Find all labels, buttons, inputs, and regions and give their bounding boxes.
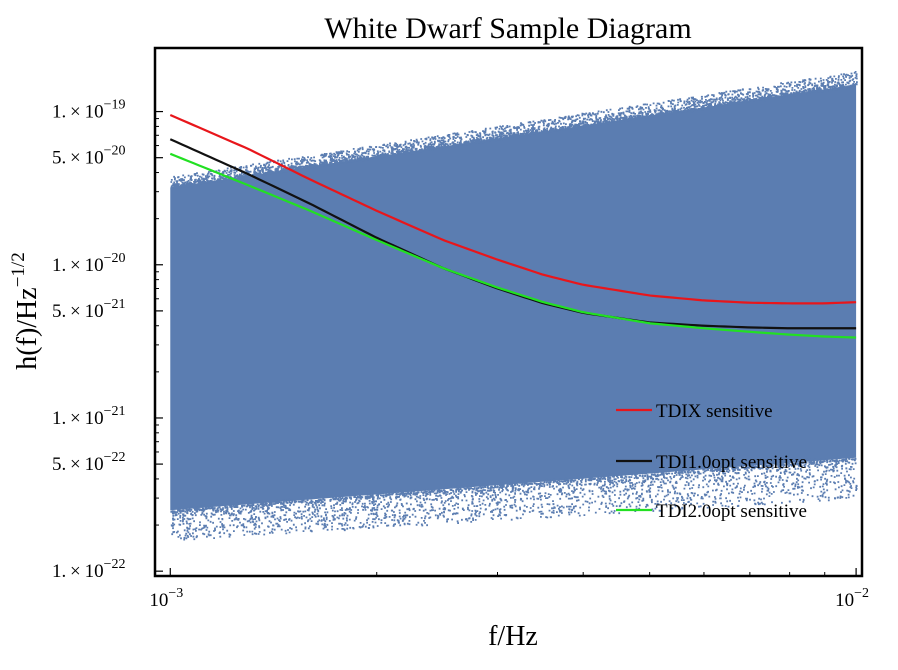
- y-tick-label: 5. × 10−22: [52, 450, 125, 475]
- y-tick-label: 1. × 10−21: [52, 404, 125, 429]
- x-axis-label: f/Hz: [488, 621, 538, 652]
- legend-label-0: TDIX sensitive: [656, 401, 773, 422]
- y-tick-label: 5. × 10−20: [52, 144, 125, 169]
- legend-label-1: TDI1.0opt sensitive: [656, 452, 807, 473]
- plot-frame: [153, 46, 864, 578]
- y-tick-label: 5. × 10−21: [52, 297, 125, 322]
- legend: TDIX sensitive TDI1.0opt sensitive TDI2.0o…: [616, 401, 807, 522]
- x-axis: 10−3 10−2: [149, 568, 869, 611]
- y-axis-label-base: h(f)/Hz: [12, 287, 43, 369]
- y-axis-label-exponent: −1/2: [8, 252, 29, 287]
- y-tick-label: 1. × 10−19: [52, 98, 125, 123]
- y-tick-label: 1. × 10−22: [52, 557, 125, 582]
- y-axis-label: h(f)/Hz−1/2: [8, 252, 43, 369]
- x-tick-label: 10−3: [149, 586, 183, 611]
- x-tick-label: 10−2: [835, 586, 869, 611]
- y-axis-label-group: h(f)/Hz−1/2: [8, 252, 43, 369]
- series-line-2: [169, 152, 857, 339]
- chart-title: White Dwarf Sample Diagram: [324, 12, 691, 45]
- legend-label-2: TDI2.0opt sensitive: [656, 501, 807, 522]
- y-axis: 1. × 10−19 5. × 10−20 1. × 10−20 5. × 10−21…: [52, 98, 163, 582]
- scatter-fringe-points: [170, 71, 858, 541]
- scatter-points: [170, 71, 858, 541]
- series-line-0: [169, 113, 857, 305]
- y-tick-label: 1. × 10−20: [52, 251, 125, 276]
- sensitivity-curves: [169, 113, 857, 339]
- scatter-core: [170, 84, 857, 511]
